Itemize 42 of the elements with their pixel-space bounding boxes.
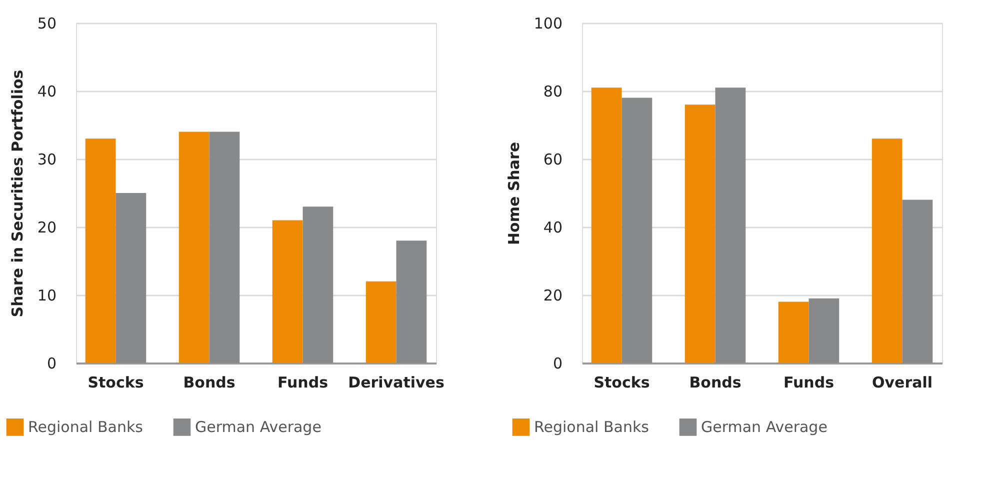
y-tick-label: 80 — [543, 82, 562, 100]
bar — [622, 98, 652, 363]
bar — [302, 206, 334, 363]
x-tick-label: Bonds — [183, 374, 236, 392]
y-tick-label: 30 — [37, 150, 56, 168]
y-tick-label: 20 — [543, 286, 562, 304]
legend-label: Regional Banks — [534, 418, 650, 436]
bar — [366, 281, 396, 363]
bar — [715, 88, 746, 363]
legend-label: German Average — [195, 418, 322, 436]
y-tick-label: 60 — [543, 150, 562, 168]
x-tick-label: Overall — [872, 374, 933, 392]
bar — [872, 138, 902, 363]
bar — [591, 88, 622, 363]
bar — [808, 298, 840, 363]
bar — [272, 220, 303, 363]
y-tick-label: 20 — [37, 218, 56, 236]
bar — [85, 138, 116, 363]
legend-label: German Average — [701, 418, 828, 436]
x-tick-label: Derivatives — [348, 374, 444, 392]
y-axis-title: Share in Securities Portfolios — [8, 70, 26, 318]
y-axis-title: Home Share — [504, 142, 523, 246]
y-tick-label: 50 — [37, 14, 56, 32]
x-tick-label: Funds — [783, 374, 834, 392]
bar — [116, 193, 146, 363]
x-tick-label: Funds — [277, 374, 328, 392]
bar — [396, 240, 427, 363]
y-tick-label: 0 — [46, 354, 56, 372]
y-tick-label: 10 — [37, 286, 56, 304]
x-tick-label: Bonds — [689, 374, 742, 392]
x-tick-label: Stocks — [88, 374, 144, 392]
bar — [209, 132, 240, 363]
legend-label: Regional Banks — [28, 418, 144, 436]
bar — [902, 200, 933, 363]
bar — [178, 132, 210, 363]
bar — [684, 104, 716, 363]
y-tick-label: 0 — [552, 354, 562, 372]
y-tick-label: 100 — [534, 14, 562, 32]
y-tick-label: 40 — [37, 82, 56, 100]
x-tick-label: Stocks — [594, 374, 650, 392]
y-tick-label: 40 — [543, 218, 562, 236]
bar — [778, 302, 809, 363]
